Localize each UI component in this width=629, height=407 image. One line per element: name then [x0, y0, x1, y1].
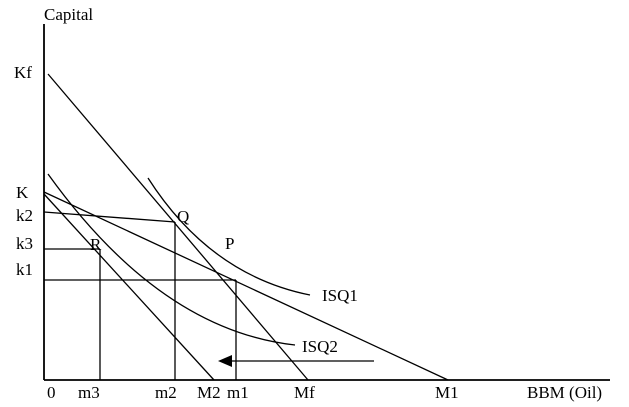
shift-arrow-head — [218, 355, 232, 367]
level-line-k2 — [43, 211, 176, 223]
point-label-q: Q — [177, 207, 189, 226]
curve-label-isq1: ISQ1 — [322, 286, 358, 305]
x-tick-m3: m3 — [78, 383, 100, 402]
curve-label-isq2: ISQ2 — [302, 337, 338, 356]
x-tick-m1: m1 — [227, 383, 249, 402]
x-axis-label: BBM (Oil) — [527, 383, 602, 402]
isocost-line-k-m2 — [43, 193, 215, 381]
isoquant-curve-isq2 — [47, 173, 296, 346]
y-tick-kf: Kf — [14, 63, 32, 82]
x-tick-big-m2: M2 — [197, 383, 221, 402]
isocost-line-kf-mf — [47, 73, 309, 381]
y-tick-k2: k2 — [16, 206, 33, 225]
y-tick-k1: k1 — [16, 260, 33, 279]
y-tick-k: K — [16, 183, 29, 202]
x-tick-big-m1: M1 — [435, 383, 459, 402]
y-tick-k3: k3 — [16, 234, 33, 253]
x-tick-mf: Mf — [294, 383, 315, 402]
x-tick-m2: m2 — [155, 383, 177, 402]
origin-label: 0 — [47, 383, 56, 402]
point-label-r: R — [90, 235, 102, 254]
point-label-p: P — [225, 234, 234, 253]
y-axis-label: Capital — [44, 5, 93, 24]
isoquant-curve-isq1 — [147, 177, 311, 296]
isocost-line-k-m1 — [43, 191, 449, 381]
